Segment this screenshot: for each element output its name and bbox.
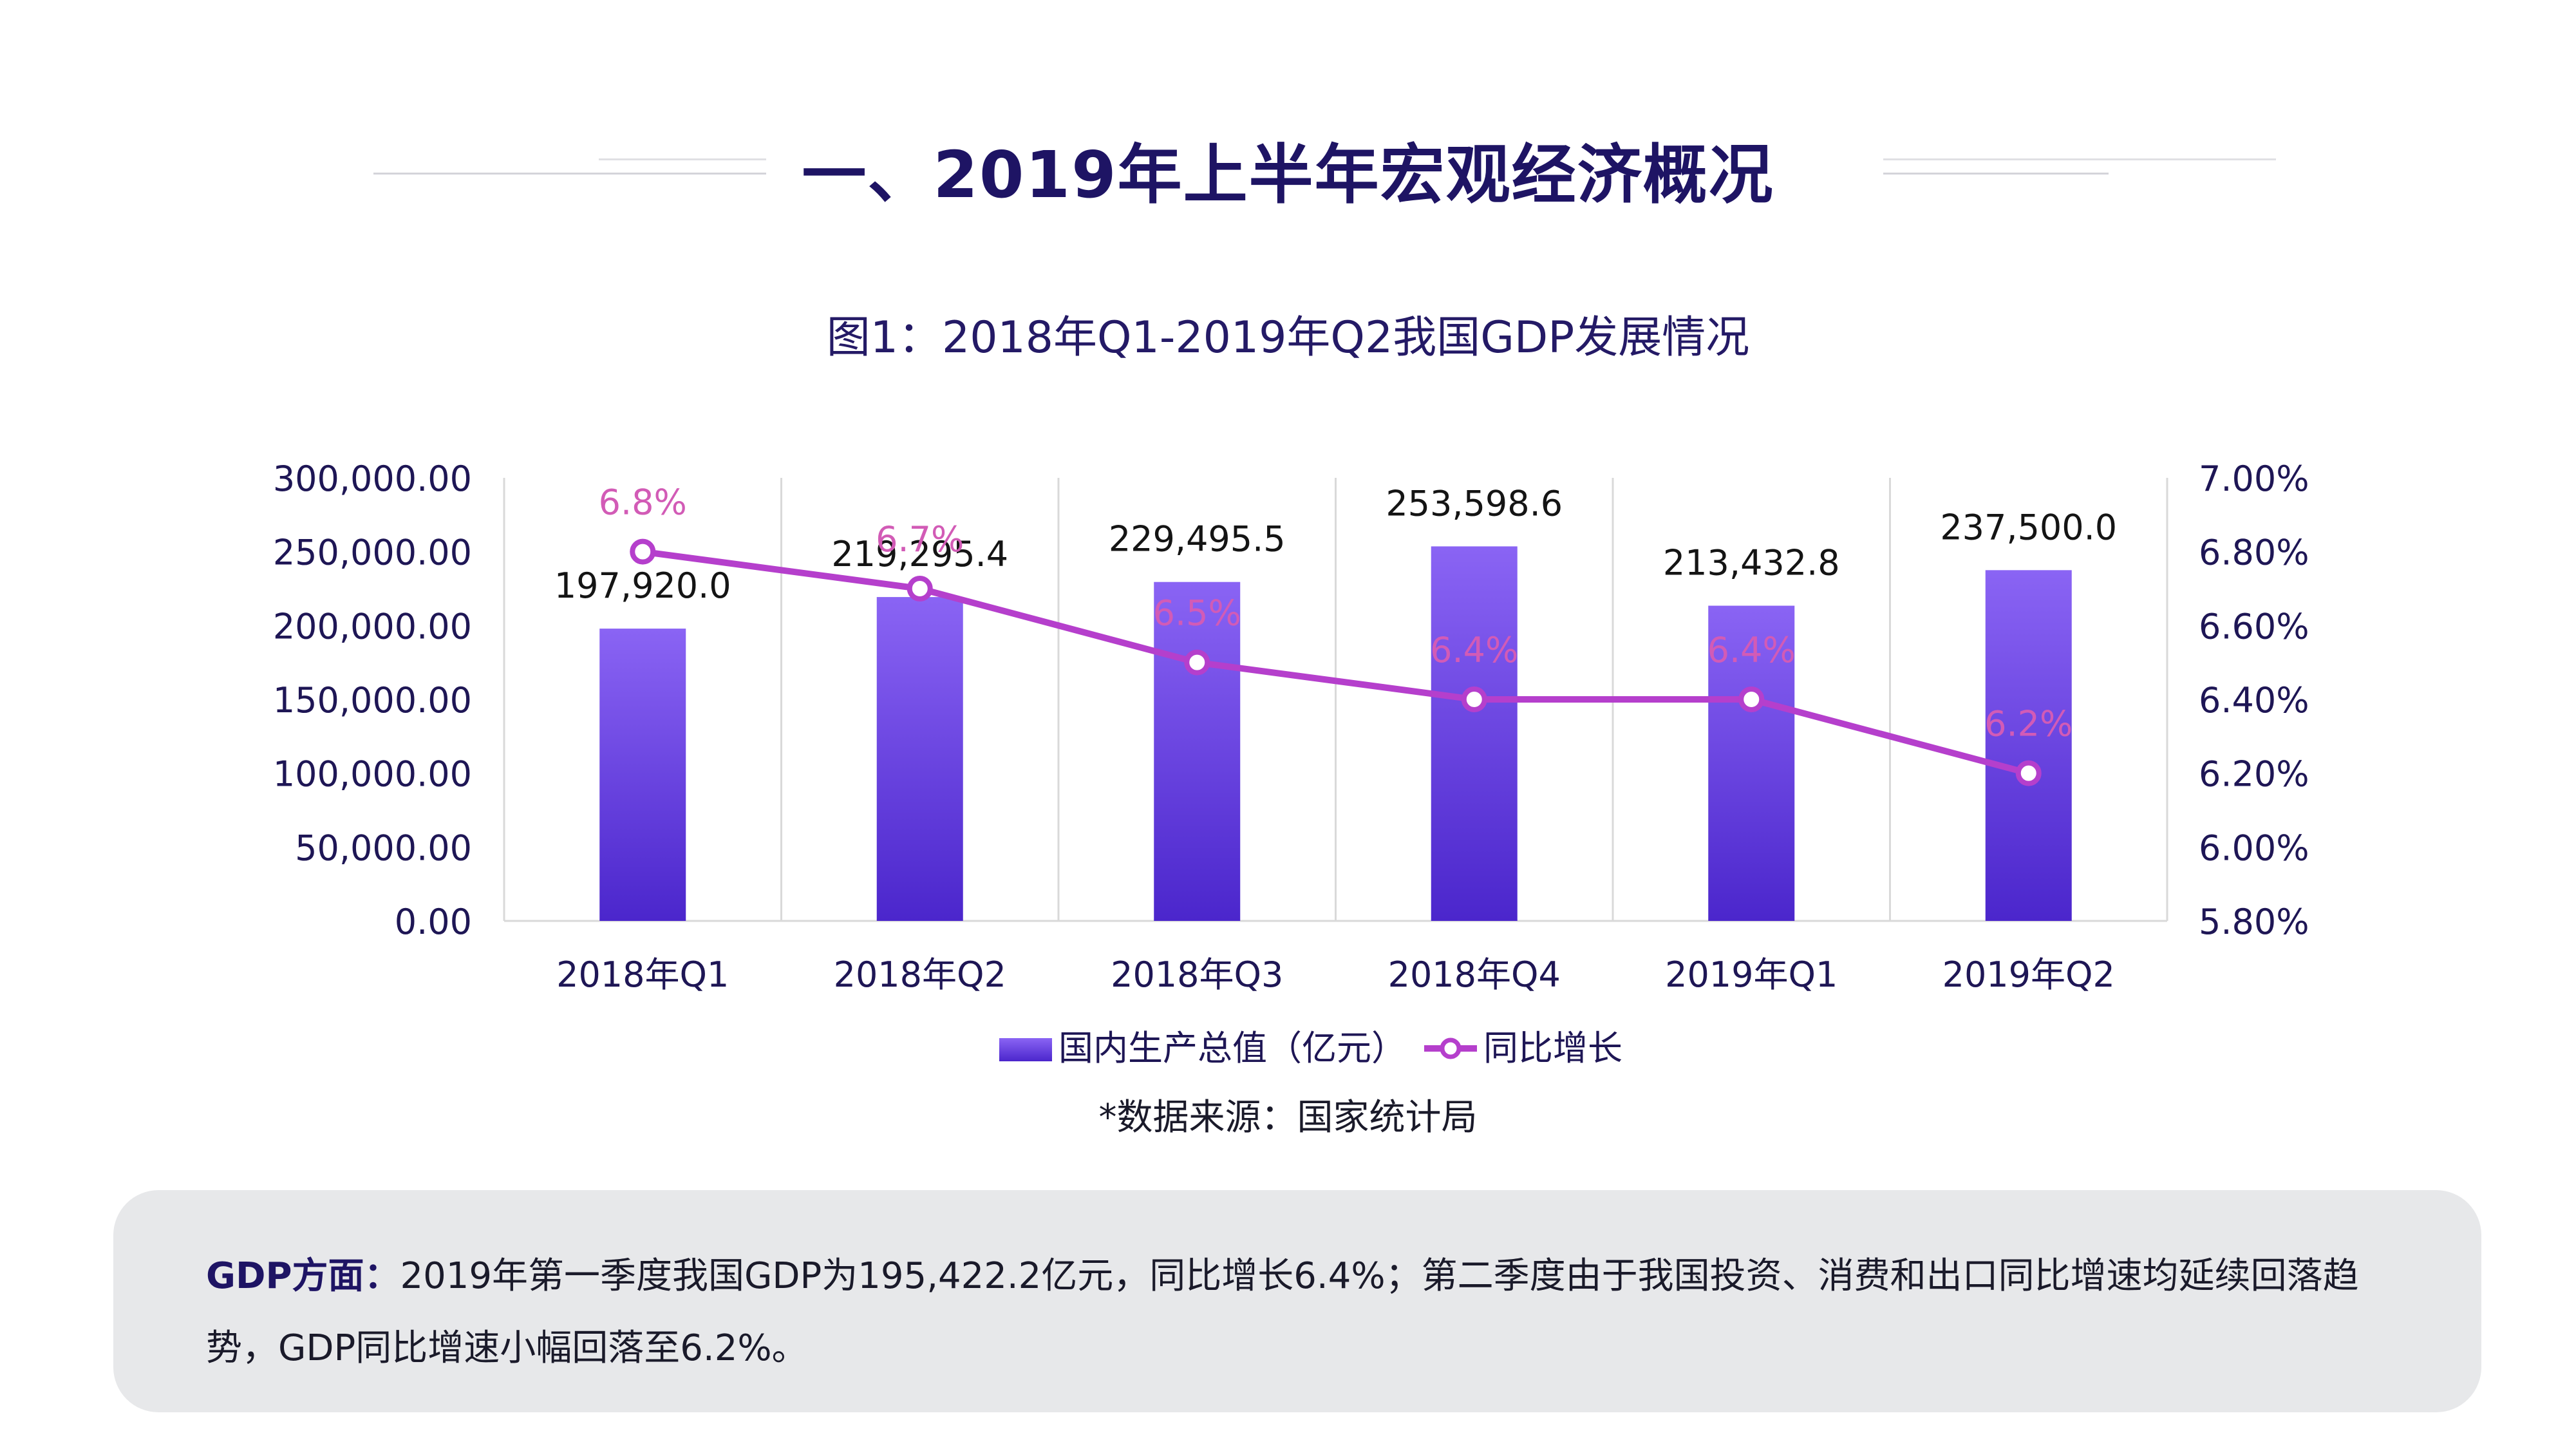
- x-category-label: 2018年Q4: [1388, 954, 1561, 995]
- gdp-bar-label: 197,920.0: [554, 565, 731, 606]
- y-left-tick-label: 150,000.00: [273, 680, 472, 721]
- legend-line-label: 同比增长: [1483, 1028, 1622, 1068]
- summary-label: GDP方面：: [206, 1255, 400, 1297]
- x-category-label: 2019年Q2: [1942, 954, 2115, 995]
- growth-point-label: 6.2%: [1984, 704, 2073, 744]
- legend-bar-label: 国内生产总值（亿元）: [1058, 1028, 1406, 1068]
- gdp-bar: [1154, 582, 1241, 921]
- summary-box: GDP方面：2019年第一季度我国GDP为195,422.2亿元，同比增长6.4…: [113, 1190, 2481, 1412]
- title-decor-line-left-upper: [599, 158, 766, 160]
- y-right-tick-label: 6.20%: [2199, 754, 2309, 795]
- x-category-label: 2018年Q1: [556, 954, 729, 995]
- gdp-bar: [599, 629, 686, 921]
- chart-title: 图1：2018年Q1-2019年Q2我国GDP发展情况: [826, 312, 1750, 363]
- gdp-chart: 0.00 50,000.00 100,000.00 150,000.00 200,000…: [273, 459, 2309, 1068]
- growth-point: [630, 538, 656, 565]
- summary-text: 2019年第一季度我国GDP为195,422.2亿元，同比增长6.4%；第二季度…: [206, 1255, 2359, 1369]
- source-note: *数据来源：国家统计局: [1098, 1097, 1478, 1139]
- page-title: 一、2019年上半年宏观经济概况: [802, 137, 1774, 213]
- y-right-tick-label: 5.80%: [2199, 902, 2309, 942]
- y-right-tick-label: 6.80%: [2199, 533, 2309, 573]
- y-right-tick-label: 6.00%: [2199, 828, 2309, 868]
- gdp-bar: [1985, 570, 2072, 921]
- gdp-bar: [1431, 546, 1518, 921]
- y-right-tick-label: 6.60%: [2199, 606, 2309, 647]
- growth-point-label: 6.5%: [1153, 593, 1241, 634]
- title-decor-line-left: [373, 173, 766, 175]
- y-right-tick-label: 7.00%: [2199, 459, 2309, 499]
- growth-point-label: 6.7%: [876, 519, 964, 560]
- title-decor-line-right-upper: [1883, 158, 2276, 160]
- growth-line: [642, 548, 2030, 777]
- growth-point: [907, 576, 933, 601]
- growth-point-label: 6.4%: [1707, 630, 1796, 670]
- legend-bar-swatch: [999, 1038, 1052, 1061]
- growth-point: [1184, 649, 1210, 676]
- growth-point-label: 6.4%: [1430, 630, 1518, 670]
- x-category-label: 2018年Q2: [834, 954, 1006, 995]
- title-decor-line-right: [1883, 173, 2109, 175]
- y-left-tick-label: 250,000.00: [273, 533, 472, 573]
- growth-point: [1738, 687, 1765, 712]
- gdp-bar-label: 253,598.6: [1386, 483, 1563, 524]
- y-left-tick-label: 100,000.00: [273, 754, 472, 795]
- growth-point: [2015, 760, 2042, 786]
- legend-line-marker: [1440, 1037, 1462, 1059]
- growth-point: [1461, 687, 1487, 712]
- x-category-label: 2019年Q1: [1665, 954, 1838, 995]
- growth-point-label: 6.8%: [599, 482, 687, 523]
- x-category-label: 2018年Q3: [1111, 954, 1283, 995]
- gdp-bar-label: 237,500.0: [1940, 507, 2117, 547]
- gdp-bar: [1708, 605, 1795, 921]
- y-left-tick-label: 300,000.00: [273, 459, 472, 499]
- y-right-tick-label: 6.40%: [2199, 680, 2309, 721]
- y-left-tick-label: 200,000.00: [273, 606, 472, 647]
- gdp-bar: [876, 597, 963, 921]
- gdp-bar-label: 229,495.5: [1109, 519, 1286, 560]
- gdp-bar-label: 219,295.4: [831, 534, 1008, 574]
- y-left-tick-label: 0.00: [395, 902, 472, 942]
- gdp-bar-label: 213,432.8: [1663, 543, 1840, 583]
- y-left-tick-label: 50,000.00: [295, 828, 472, 868]
